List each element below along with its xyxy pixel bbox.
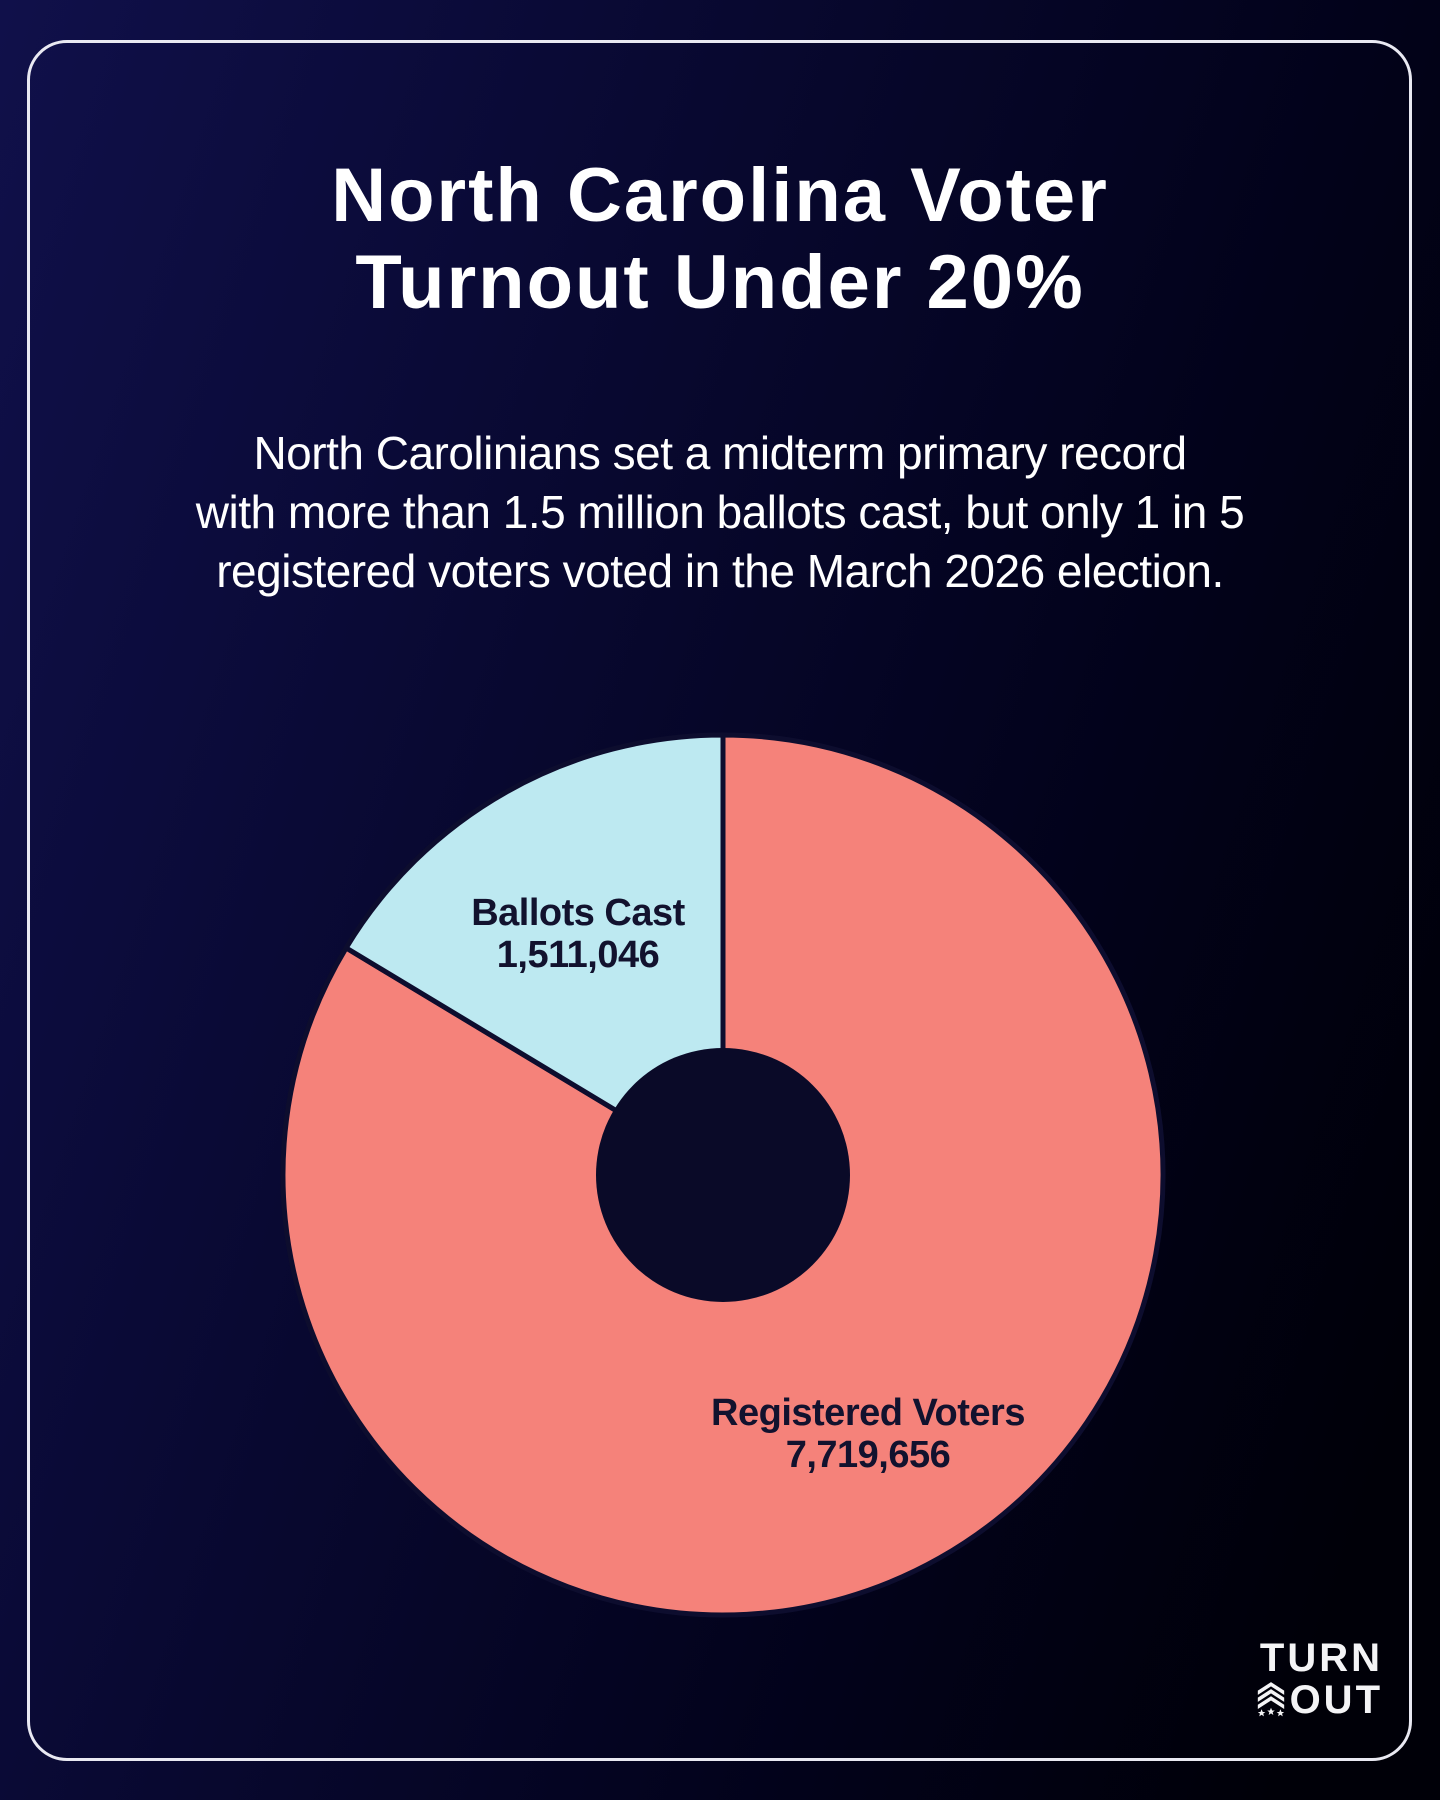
donut-slices xyxy=(280,732,1166,1618)
title-line-2: Turnout Under 20% xyxy=(355,240,1085,326)
page-title: North Carolina Voter Turnout Under 20% xyxy=(0,152,1440,327)
donut-hole xyxy=(596,1048,850,1302)
logo-line-1: TURN xyxy=(1259,1636,1383,1680)
turnout-logo: TURN OUT xyxy=(1255,1638,1383,1720)
donut-chart-svg xyxy=(280,732,1166,1618)
ballots-cast-label: Ballots Cast 1,511,046 xyxy=(471,892,685,977)
subtitle: North Carolinians set a midterm primary … xyxy=(60,424,1380,601)
subtitle-line-2: with more than 1.5 million ballots cast,… xyxy=(195,485,1245,538)
slice-ballots-cast xyxy=(343,732,726,1178)
slice-registered-voters xyxy=(280,732,1166,1618)
chevron-stars-icon xyxy=(1257,1682,1284,1717)
subtitle-line-1: North Carolinians set a midterm primary … xyxy=(253,427,1187,479)
subtitle-line-3: registered voters voted in the March 202… xyxy=(216,544,1224,597)
logo-line-2: OUT xyxy=(1255,1680,1383,1720)
ballots-cast-label-text: Ballots Cast xyxy=(471,892,685,934)
title-line-1: North Carolina Voter xyxy=(331,153,1109,238)
registered-voters-label-value: 7,719,656 xyxy=(785,1433,951,1476)
registered-voters-label: Registered Voters 7,719,656 xyxy=(711,1392,1025,1477)
registered-voters-label-text: Registered Voters xyxy=(711,1392,1025,1434)
logo-line-2-text: OUT xyxy=(1289,1678,1383,1722)
ballots-cast-label-value: 1,511,046 xyxy=(496,933,660,976)
